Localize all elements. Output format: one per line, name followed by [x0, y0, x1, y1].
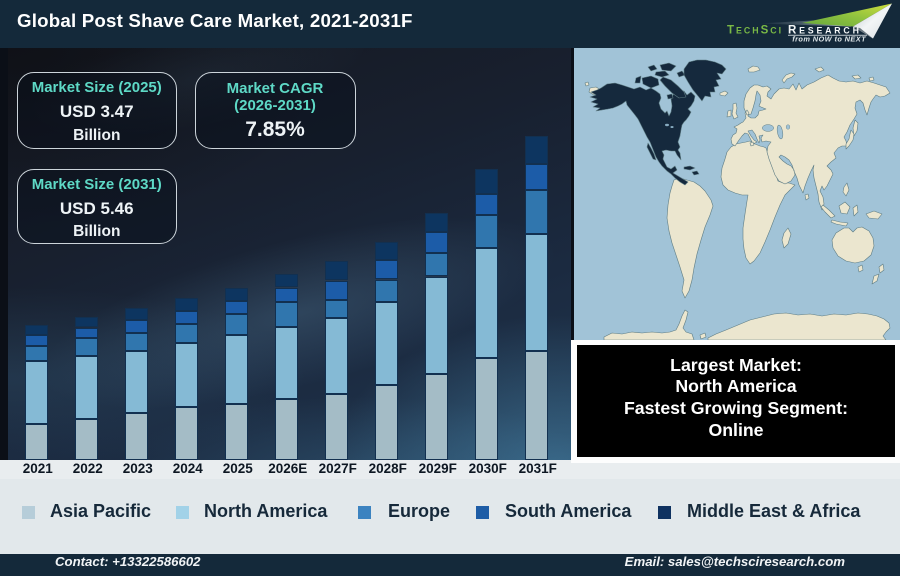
svg-text:RESEARCH: RESEARCH — [788, 25, 862, 37]
svg-text:from NOW to NEXT: from NOW to NEXT — [792, 35, 867, 44]
svg-text:TECHSCI: TECHSCI — [727, 25, 783, 37]
